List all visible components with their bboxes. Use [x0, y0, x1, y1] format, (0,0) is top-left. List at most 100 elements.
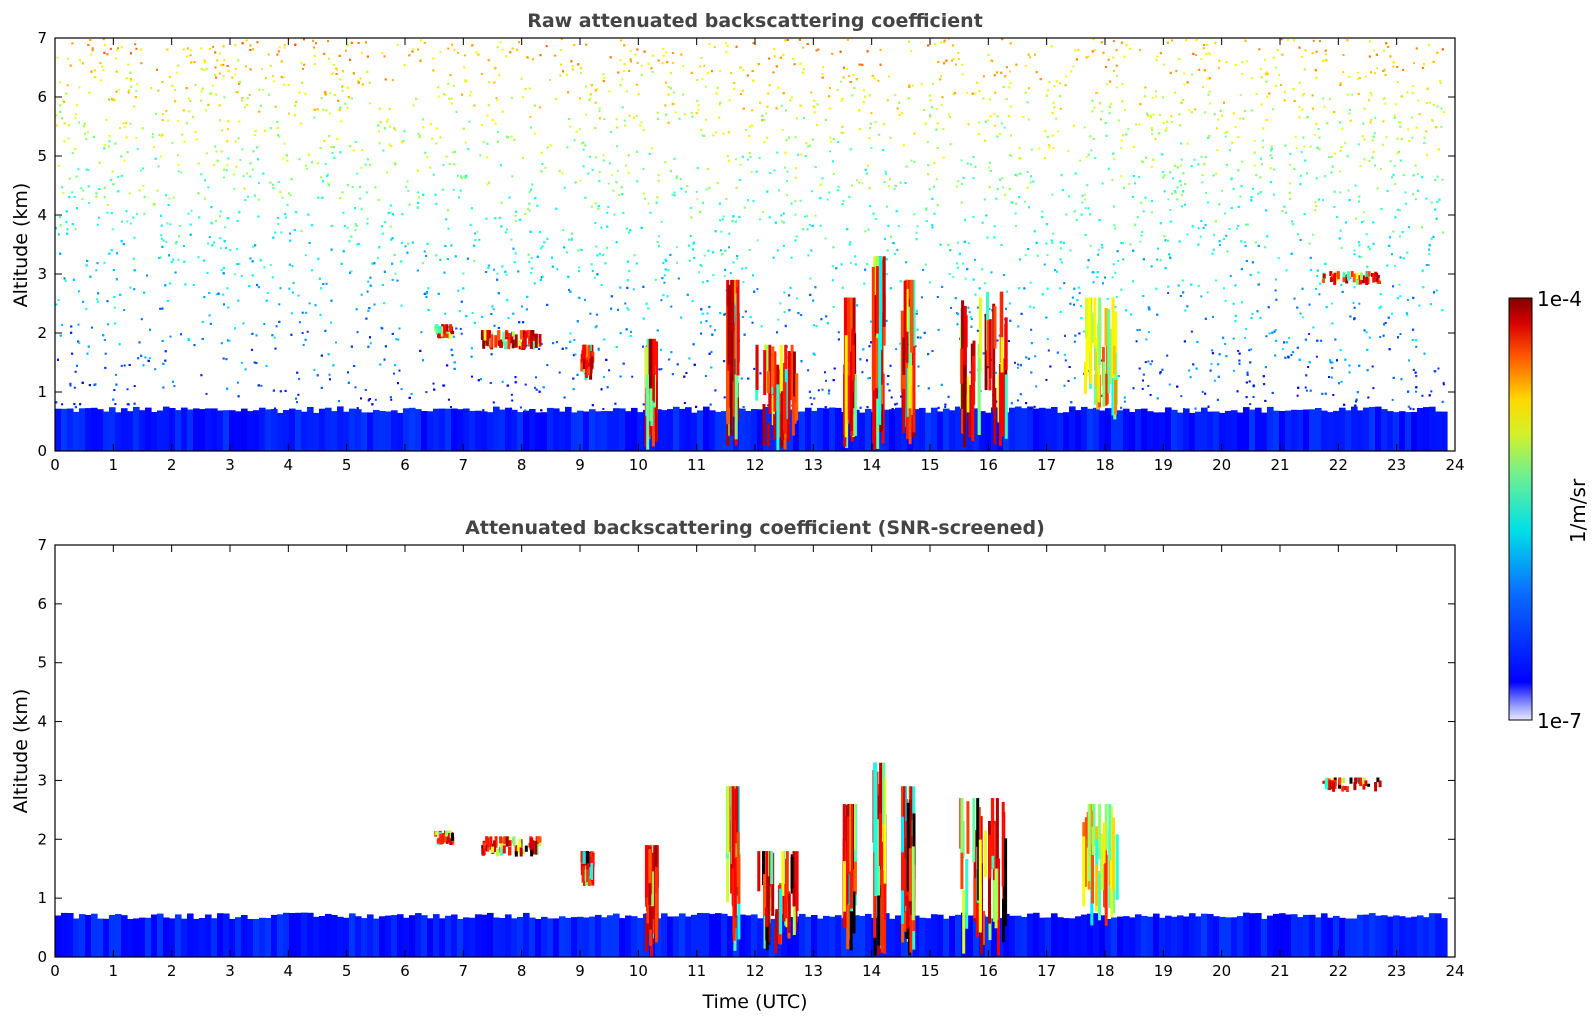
top-bl-column — [1129, 412, 1136, 451]
top-noise-dot — [151, 136, 154, 139]
top-noise-dot — [95, 269, 98, 272]
top-bl-column — [1363, 407, 1370, 451]
top-noise-dot — [1303, 145, 1306, 148]
top-noise-dot — [1120, 175, 1123, 178]
top-noise-dot — [459, 327, 462, 330]
top-bl-column — [67, 408, 74, 451]
top-noise-dot — [603, 375, 605, 378]
top-noise-dot — [1261, 163, 1263, 166]
top-boundary-layer — [55, 406, 1448, 451]
top-noise-dot — [251, 168, 254, 171]
top-noise-dot — [530, 126, 532, 129]
top-noise-dot — [896, 248, 899, 251]
top-noise-dot — [1385, 136, 1388, 139]
top-noise-dot — [1345, 221, 1348, 224]
top-bl-column — [421, 411, 428, 451]
top-noise-dot — [102, 38, 105, 41]
top-noise-dot — [1315, 122, 1318, 125]
top-bl-column — [97, 409, 104, 451]
top-noise-dot — [63, 100, 66, 103]
top-noise-dot — [117, 88, 120, 91]
top-noise-dot — [1339, 191, 1342, 194]
top-noise-dot — [1005, 66, 1008, 69]
top-bl-column — [919, 407, 926, 451]
top-bl-column — [859, 412, 866, 451]
top-bl-column — [1273, 410, 1280, 451]
top-noise-dot — [1412, 408, 1415, 411]
top-bl-column — [1435, 411, 1442, 451]
top-noise-dot — [277, 50, 280, 53]
top-noise-dot — [598, 109, 601, 112]
top-noise-dot — [182, 48, 185, 51]
top-noise-dot — [1231, 141, 1234, 144]
top-noise-dot — [1086, 184, 1089, 187]
top-noise-dot — [606, 211, 609, 214]
top-noise-dot — [307, 408, 310, 411]
top-bl-column — [805, 407, 812, 451]
top-noise-dot — [1307, 366, 1310, 368]
top-noise-dot — [75, 113, 77, 116]
top-noise-dot — [1224, 131, 1227, 134]
top-noise-dot — [568, 238, 571, 241]
top-noise-dot — [1059, 82, 1062, 85]
top-noise-dot — [692, 243, 695, 245]
top-bl-column — [973, 408, 980, 451]
top-noise-dot — [593, 276, 596, 279]
top-noise-dot — [175, 241, 178, 244]
top-bl-column — [553, 408, 560, 451]
top-noise-dot — [1151, 96, 1154, 99]
top-noise-dot — [630, 60, 632, 63]
top-noise-dot — [663, 274, 666, 277]
top-bl-column — [163, 406, 170, 451]
top-noise-dot — [1035, 385, 1038, 388]
top-noise-dot — [209, 47, 212, 50]
top-bl-column — [211, 408, 218, 451]
top-noise-dot — [786, 170, 789, 173]
top-noise-dot — [280, 231, 283, 234]
top-noise-dot — [1105, 83, 1108, 86]
top-bl-column — [487, 412, 494, 451]
top-noise-dot — [125, 122, 128, 124]
top-noise-dot — [1180, 184, 1183, 186]
top-noise-dot — [1266, 73, 1269, 76]
top-bl-column — [889, 409, 896, 451]
top-bl-column — [691, 412, 698, 451]
top-bl-column — [619, 408, 626, 451]
top-noise-dot — [100, 79, 103, 82]
top-bl-column — [979, 411, 986, 451]
top-noise-dot — [719, 69, 722, 72]
top-noise-dot — [1315, 177, 1318, 180]
top-bl-column — [757, 409, 764, 451]
top-bl-column — [445, 408, 452, 451]
top-noise-dot — [528, 209, 531, 212]
top-bl-column — [1423, 407, 1430, 451]
top-noise-dot — [297, 294, 300, 297]
top-noise-dot — [728, 246, 730, 249]
top-noise-dot — [501, 48, 504, 51]
top-noise-dot — [177, 170, 180, 173]
top-noise-dot — [579, 128, 581, 131]
top-bl-column — [139, 410, 146, 451]
top-noise-dot — [1408, 226, 1410, 229]
top-noise-dot — [658, 368, 661, 371]
top-noise-dot — [830, 140, 833, 143]
top-noise-dot — [660, 299, 663, 302]
top-noise-dot — [1285, 211, 1288, 214]
top-noise-dot — [1197, 243, 1200, 246]
top-noise-dot — [647, 202, 650, 205]
top-bl-column — [955, 406, 962, 451]
top-noise-dot — [1162, 63, 1165, 66]
top-noise-dot — [769, 172, 772, 174]
top-noise-dot — [454, 150, 457, 153]
top-noise-dot — [785, 109, 787, 112]
top-noise-dot — [277, 134, 279, 136]
top-noise-dot — [356, 172, 359, 175]
top-noise-dot — [1232, 337, 1235, 340]
top-noise-dot — [591, 269, 594, 272]
top-bl-column — [277, 412, 284, 451]
top-noise-dot — [175, 71, 178, 74]
top-bl-column — [1165, 407, 1172, 451]
top-noise-dot — [154, 368, 157, 371]
top-noise-dot — [1151, 200, 1153, 202]
top-noise-dot — [1069, 302, 1072, 305]
